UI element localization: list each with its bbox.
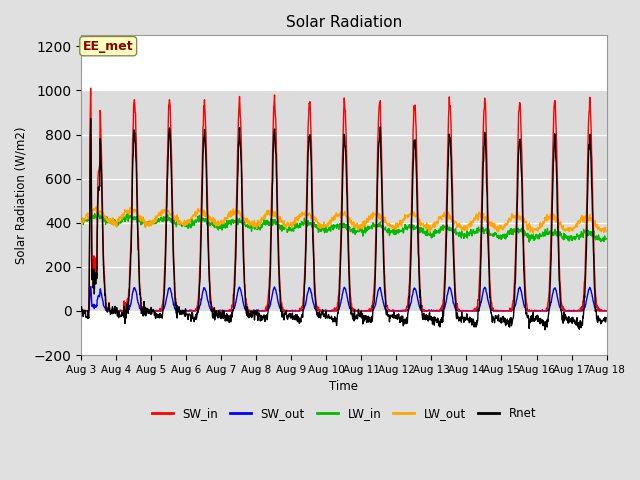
Text: EE_met: EE_met <box>83 40 134 53</box>
Legend: SW_in, SW_out, LW_in, LW_out, Rnet: SW_in, SW_out, LW_in, LW_out, Rnet <box>147 402 541 425</box>
Title: Solar Radiation: Solar Radiation <box>285 15 402 30</box>
X-axis label: Time: Time <box>330 380 358 393</box>
Bar <box>81 90 607 311</box>
Y-axis label: Solar Radiation (W/m2): Solar Radiation (W/m2) <box>15 126 28 264</box>
